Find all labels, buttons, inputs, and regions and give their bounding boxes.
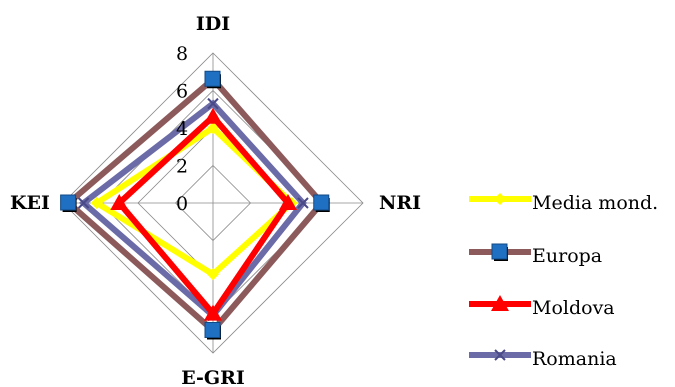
data-point: [204, 107, 222, 124]
axis-title-egri: E-GRI: [181, 367, 245, 387]
tick-label: 8: [176, 43, 188, 65]
legend-entry-europa: Europa: [469, 243, 602, 267]
tick-label: 2: [176, 156, 188, 178]
data-point: [491, 243, 508, 260]
axis-title-nri: NRI: [379, 192, 421, 214]
data-point: [494, 349, 506, 361]
legend-label-media-mond: Media mond.: [532, 192, 658, 214]
data-point: [279, 194, 297, 210]
legend-label-moldova: Moldova: [532, 297, 615, 319]
legend-entry-media-mond: Media mond.: [469, 192, 658, 214]
data-point: [110, 194, 129, 210]
chart-legend: Media mond. Europa Moldova Romania: [469, 192, 658, 370]
legend-swatch-europa: [469, 243, 531, 261]
data-point: [494, 193, 506, 205]
legend-entry-romania: Romania: [469, 348, 617, 370]
axis-title-idi: IDI: [196, 13, 230, 35]
series-moldova: [110, 107, 297, 321]
legend-swatch-romania: [469, 349, 531, 361]
data-point: [207, 268, 219, 281]
axis-title-kei: KEI: [10, 192, 50, 214]
legend-entry-moldova: Moldova: [469, 295, 615, 319]
legend-swatch-media-mond: [469, 193, 531, 205]
tick-label: 6: [176, 81, 188, 103]
data-point: [207, 122, 219, 134]
data-point: [204, 70, 221, 87]
series-europa: [60, 70, 330, 340]
tick-label: 4: [176, 118, 188, 140]
data-point: [204, 322, 221, 338]
data-point: [297, 197, 309, 209]
data-point: [90, 197, 103, 209]
data-point: [313, 194, 330, 211]
legend-swatch-moldova: [469, 295, 531, 311]
data-point: [207, 97, 219, 110]
data-point: [491, 295, 509, 311]
tick-label: 0: [176, 193, 188, 215]
data-point: [204, 304, 222, 321]
legend-label-romania: Romania: [532, 348, 617, 370]
data-point: [77, 197, 90, 209]
legend-label-europa: Europa: [532, 245, 602, 267]
radar-tick-labels: 0 2 4 6 8: [176, 43, 188, 215]
radar-series: [60, 70, 330, 340]
data-point: [60, 194, 77, 211]
